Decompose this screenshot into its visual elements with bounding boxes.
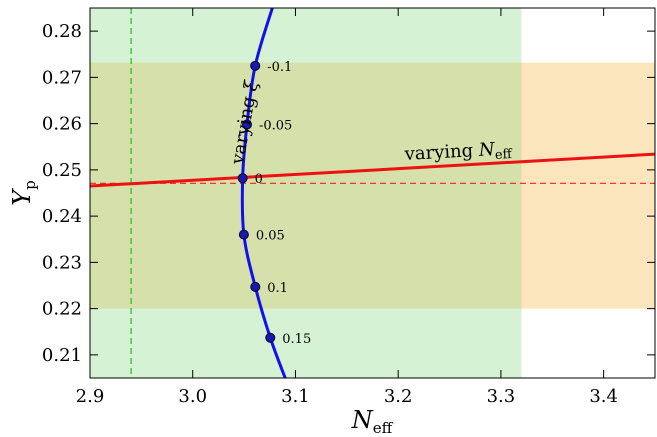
xi-marker bbox=[250, 60, 261, 71]
xi-marker bbox=[237, 173, 248, 184]
y-tick-label: 0.21 bbox=[42, 345, 82, 366]
xi-marker-label: 0 bbox=[255, 172, 263, 187]
x-tick-label: 3.2 bbox=[384, 386, 413, 407]
x-tick-label: 3.0 bbox=[178, 386, 207, 407]
axis-titles: Neff Yp bbox=[8, 180, 394, 437]
reference-lines bbox=[90, 8, 655, 378]
xi-marker bbox=[241, 119, 252, 130]
xi-marker-label: 0.15 bbox=[282, 332, 311, 347]
y-tick-label: 0.26 bbox=[42, 114, 82, 135]
axis-ticks: 2.9 3.0 3.1 3.2 3.3 3.4 0.21 0.22 0.23 0.24 0.25 0.… bbox=[42, 8, 655, 407]
varying-neff-line bbox=[90, 152, 655, 188]
y-tick-label: 0.27 bbox=[42, 67, 82, 88]
point-labels: -0.1 -0.05 0 0.05 0.1 0.15 bbox=[255, 60, 312, 347]
xi-marker bbox=[265, 332, 276, 343]
varying-neff-annotation: varying Neff bbox=[403, 138, 514, 168]
y-tick-label: 0.28 bbox=[42, 21, 82, 42]
xi-marker bbox=[250, 281, 261, 292]
y-tick-label: 0.23 bbox=[42, 252, 82, 273]
shaded-bands bbox=[90, 8, 655, 378]
x-tick-label: 3.4 bbox=[589, 386, 618, 407]
xi-marker-label: -0.05 bbox=[259, 119, 292, 134]
y-tick-label: 0.24 bbox=[42, 206, 82, 227]
xi-marker bbox=[238, 229, 249, 240]
y-tick-label: 0.25 bbox=[42, 160, 82, 181]
x-tick-label: 3.1 bbox=[281, 386, 310, 407]
plot-frame bbox=[89, 7, 656, 379]
x-axis-title: Neff bbox=[351, 406, 394, 437]
xi-marker-label: 0.1 bbox=[267, 281, 288, 296]
x-tick-label: 3.3 bbox=[487, 386, 516, 407]
xi-marker-label: 0.05 bbox=[256, 229, 285, 244]
y-tick-label: 0.22 bbox=[42, 299, 82, 320]
y-axis-title: Yp bbox=[8, 180, 39, 205]
series-layer bbox=[90, 8, 655, 378]
x-tick-label: 2.9 bbox=[76, 386, 105, 407]
xi-marker-label: -0.1 bbox=[267, 60, 292, 75]
overlap-band bbox=[90, 62, 522, 309]
